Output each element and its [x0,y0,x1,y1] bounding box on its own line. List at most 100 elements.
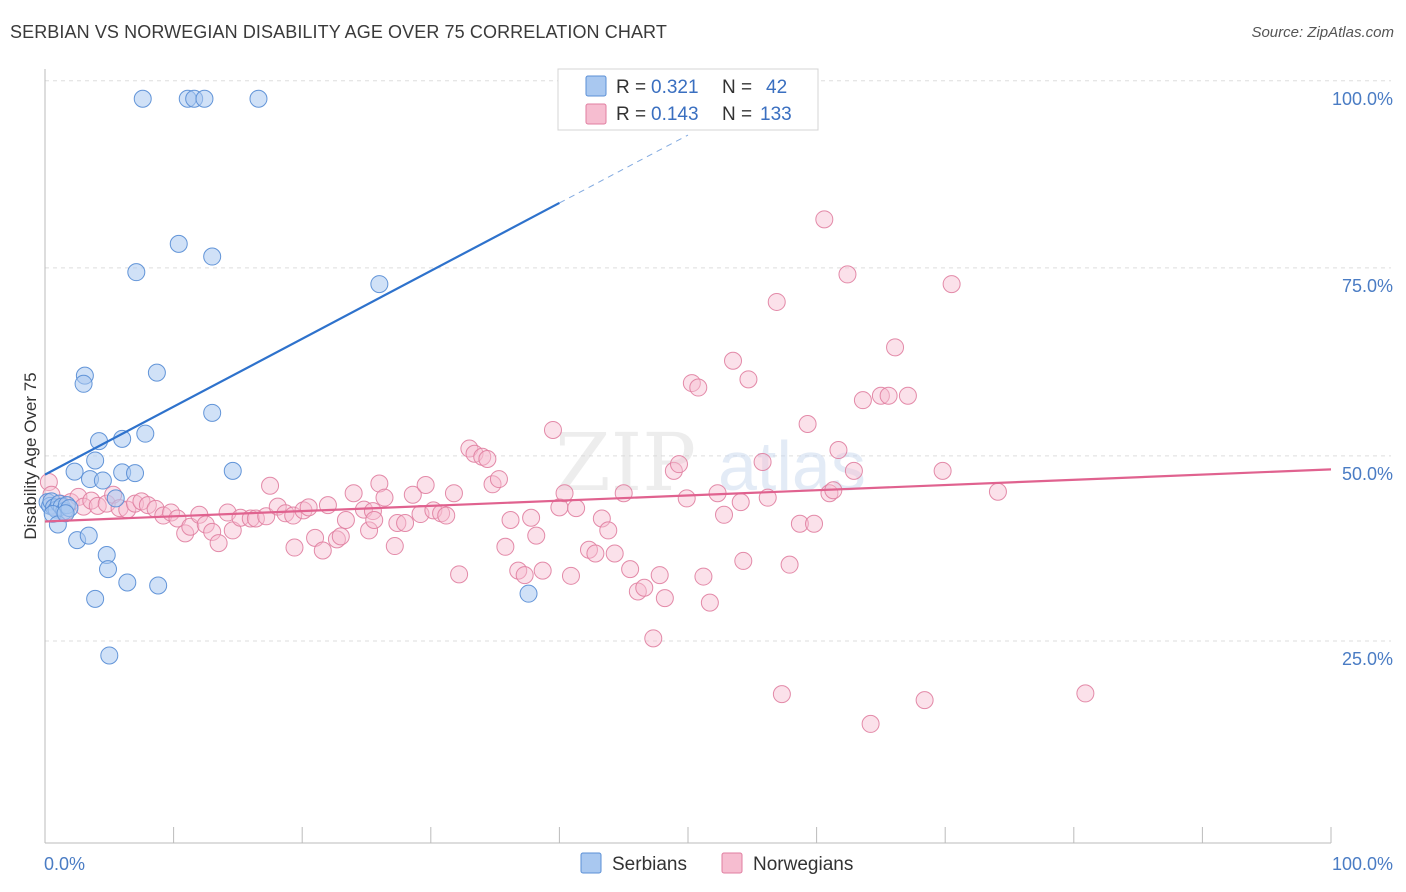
gridlines [45,80,1391,642]
norwegian-point-53 [385,537,404,556]
norwegian-point-74 [522,508,541,527]
serbian-swatch [585,75,607,97]
y-tick-label-2: 75.0% [1342,276,1393,296]
norwegian-point-71 [501,511,520,530]
x-tick-label-0: 0.0% [44,854,85,874]
norwegian-point-103 [724,351,743,370]
norwegian-point-115 [815,210,834,229]
y-tick-label-1: 50.0% [1342,464,1393,484]
serbian-point-15 [79,526,98,545]
serbian-trend-extension [559,134,689,204]
norwegian-point-75 [527,526,546,545]
norwegian-point-123 [871,386,890,405]
norwegian-point-92 [650,566,669,585]
norwegian-point-112 [790,514,809,533]
norwegian-point-125 [886,338,905,357]
serbian-point-45 [249,89,268,108]
norwegian-r-value: 0.143 [651,104,699,125]
serbian-point-28 [126,464,145,483]
axes [44,69,1332,844]
norwegian-point-26 [209,534,228,553]
serbian-point-26 [118,573,137,592]
serbian-point-38 [223,461,242,480]
norwegian-point-104 [731,493,750,512]
norwegian-point-96 [677,489,696,508]
y-tick-label-3: 100.0% [1332,89,1393,109]
trend-lines [44,134,1332,523]
serbian-point-33 [74,374,93,393]
serbian-point-25 [106,489,125,508]
serbian-r-label: R = [616,77,646,98]
norwegian-point-73 [515,566,534,585]
norwegian-point-58 [416,476,435,495]
norwegian-point-76 [533,561,552,580]
norwegian-point-69 [489,470,508,489]
norwegian-point-49 [363,502,382,521]
serbians-legend-label: Serbians [612,854,687,875]
serbian-point-17 [86,451,105,470]
norwegian-trend-line [44,468,1332,523]
norwegian-point-130 [988,482,1007,501]
norwegian-point-83 [586,544,605,563]
x-tick-label-1: 100.0% [1332,854,1393,874]
norwegian-point-100 [700,593,719,612]
norwegian-point-98 [689,378,708,397]
norwegian-point-63 [450,565,469,584]
serbian-point-37 [203,403,222,422]
serbian-point-39 [370,275,389,294]
chart-title: SERBIAN VS NORWEGIAN DISABILITY AGE OVER… [10,22,667,42]
norwegian-point-107 [753,452,772,471]
norwegian-point-55 [396,513,415,532]
norwegian-point-48 [360,521,379,540]
chart-source: Source: ZipAtlas.com [1251,24,1394,41]
norwegian-point-129 [942,275,961,294]
norwegian-point-37 [285,538,304,557]
stats-legend: R = 0.321 N = 42 R = 0.143 N = 133 [557,68,819,131]
norwegian-point-25 [203,522,222,541]
norwegian-point-93 [655,589,674,608]
norwegian-point-127 [915,691,934,710]
serbian-point-35 [169,234,188,253]
norwegian-point-77 [543,420,562,439]
norwegian-point-56 [403,485,422,504]
serbian-point-23 [86,589,105,608]
norwegian-n-label: N = [722,104,752,125]
serbian-point-34 [127,263,146,282]
norwegian-point-106 [739,370,758,389]
norwegian-point-81 [567,499,586,518]
norwegian-point-22 [181,517,200,536]
norwegian-point-51 [370,474,389,493]
norwegian-point-122 [861,714,880,733]
norwegian-point-114 [805,514,824,533]
serbian-n-label: N = [722,77,752,98]
norwegian-point-105 [734,551,753,570]
y-tick-labels: 25.0% 50.0% 75.0% 100.0% [1332,89,1393,669]
serbian-point-21 [99,560,118,579]
serbian-point-40 [519,584,538,603]
serbian-point-30 [149,576,168,595]
norwegian-point-110 [772,685,791,704]
norwegian-point-39 [299,498,318,517]
norwegian-point-80 [561,566,580,585]
norwegian-point-70 [496,537,515,556]
y-axis-label: Disability Age Over 75 [21,372,40,539]
norwegian-point-67 [478,449,497,468]
norwegian-point-90 [635,578,654,597]
norwegian-point-124 [879,386,898,405]
norwegian-point-44 [331,527,350,546]
norwegian-point-118 [829,441,848,460]
norwegian-point-62 [444,484,463,503]
serbian-point-22 [100,646,119,665]
norwegian-point-20 [168,509,187,528]
norwegian-point-95 [669,455,688,474]
norwegian-point-109 [767,292,786,311]
norwegian-point-79 [555,484,574,503]
norwegian-point-126 [898,386,917,405]
norwegian-point-84 [592,509,611,528]
serbian-point-31 [147,363,166,382]
serbian-point-12 [56,504,75,523]
serbian-point-41 [133,89,152,108]
norwegian-point-64 [460,439,479,458]
y-tick-label-0: 25.0% [1342,649,1393,669]
serbian-n-value: 42 [766,77,787,98]
